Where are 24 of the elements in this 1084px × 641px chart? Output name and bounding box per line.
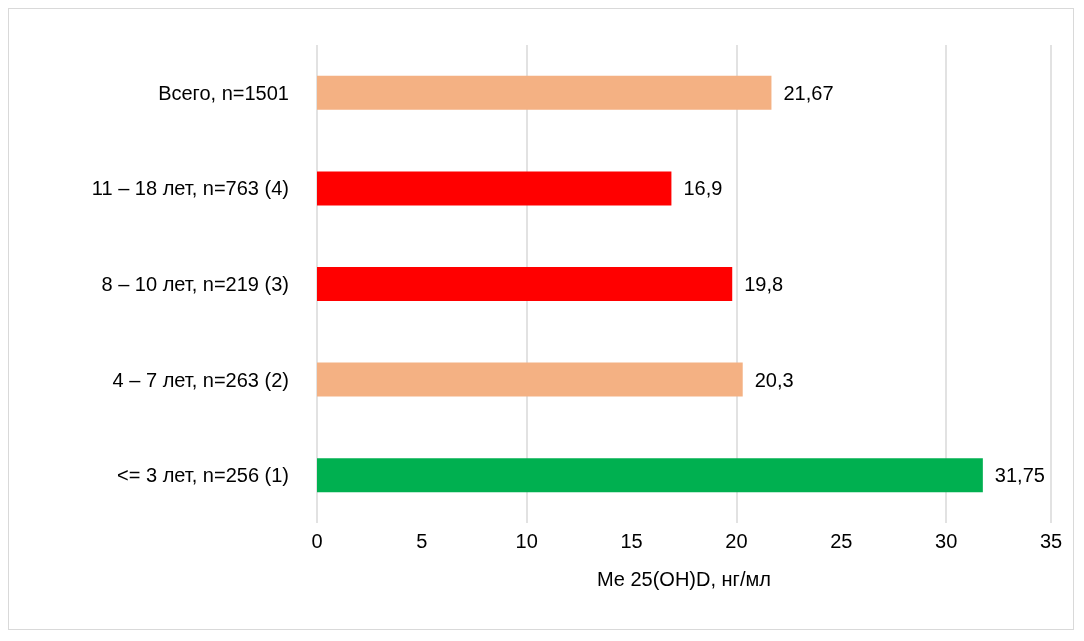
data-label: 20,3 — [754, 368, 794, 391]
bar — [317, 362, 743, 397]
x-tick-label: 0 — [311, 530, 323, 552]
x-axis-title: Me 25(OH)D, нг/мл — [597, 568, 771, 590]
bar — [317, 171, 672, 206]
y-tick-label: Всего, n=1501 — [158, 81, 289, 104]
data-label: 31,75 — [994, 464, 1045, 487]
bar — [317, 458, 983, 493]
bar — [317, 75, 772, 110]
y-tick-label: 11 – 18 лет, n=763 (4) — [91, 177, 289, 200]
x-tick-label: 25 — [830, 530, 853, 552]
x-tick-label: 20 — [725, 530, 748, 552]
data-label: 16,9 — [683, 177, 723, 200]
x-tick-label: 10 — [515, 530, 538, 552]
y-tick-label: 8 – 10 лет, n=219 (3) — [101, 273, 289, 295]
data-label: 21,67 — [783, 81, 834, 104]
x-tick-label: 5 — [416, 530, 428, 552]
x-tick-label: 30 — [935, 530, 958, 552]
x-tick-label: 15 — [620, 530, 643, 552]
x-tick-label: 35 — [1039, 530, 1063, 552]
bar — [317, 267, 733, 301]
y-tick-label: 4 – 7 лет, n=263 (2) — [112, 368, 289, 391]
y-tick-label: <= 3 лет, n=256 (1) — [117, 464, 289, 487]
data-label: 19,8 — [744, 273, 784, 295]
